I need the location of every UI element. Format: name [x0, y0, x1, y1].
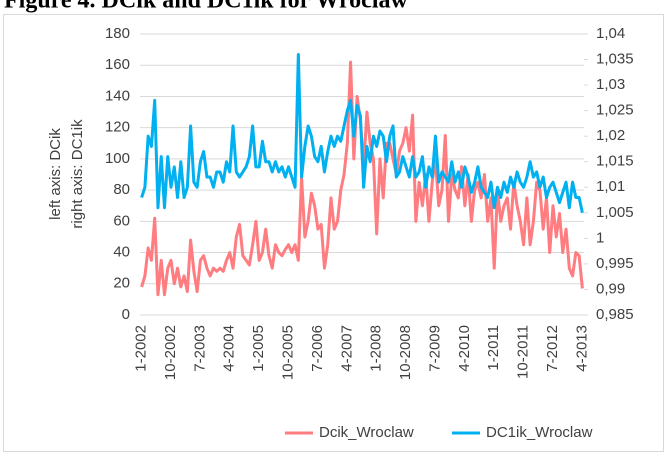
x-tick-label: 7-2012 — [544, 325, 561, 372]
legend-label: Dcik_Wroclaw — [319, 424, 414, 441]
legend-label: DC1ik_Wroclaw — [486, 424, 593, 441]
x-tick-label: 1-2002 — [133, 325, 150, 372]
y-tick-label: 0 — [122, 306, 130, 323]
y2-tick-label: 1,005 — [596, 204, 634, 221]
y2-tick-label: 1,025 — [596, 102, 634, 119]
x-tick-label: 10-2011 — [515, 325, 532, 379]
y-tick-label: 120 — [105, 119, 130, 136]
x-tick-label: 4-2013 — [573, 325, 590, 372]
x-tick-label: 1-2011 — [485, 325, 502, 371]
y2-tick-label: 1,01 — [596, 178, 625, 195]
x-tick-label: 4-2004 — [221, 325, 238, 372]
x-tick-label: 1-2008 — [368, 325, 385, 372]
y-label-line: left axis: DCik — [47, 128, 64, 220]
y2-tick-label: 1,02 — [596, 127, 625, 144]
chart-frame — [3, 14, 664, 452]
x-tick-label: 4-2010 — [456, 325, 473, 372]
y2-tick-label: 0,985 — [596, 306, 634, 323]
y2-tick-label: 1 — [596, 229, 604, 246]
y-tick-label: 180 — [105, 25, 130, 42]
x-tick-label: 7-2009 — [426, 325, 443, 372]
y2-tick-label: 1,04 — [596, 25, 625, 42]
x-tick-label: 7-2003 — [191, 325, 208, 372]
y-tick-label: 40 — [113, 244, 130, 261]
x-tick-label: 1-2005 — [250, 325, 267, 372]
y-tick-label: 60 — [113, 212, 130, 229]
y2-tick-label: 1,03 — [596, 76, 625, 93]
x-tick-label: 10-2005 — [280, 325, 297, 380]
x-tick-label: 10-2002 — [162, 325, 179, 380]
x-tick-label: 10-2008 — [397, 325, 414, 380]
y2-tick-label: 0,99 — [596, 280, 625, 297]
x-tick-label: 4-2007 — [338, 325, 355, 372]
y-label: left axis: DCik right axis: DC1ik — [47, 119, 86, 229]
y2-tick-label: 1,035 — [596, 51, 634, 68]
y-tick-label: 80 — [113, 181, 130, 198]
y2-tick-label: 1,015 — [596, 153, 634, 170]
series-line — [140, 52, 584, 214]
x-tick-label: 7-2006 — [309, 325, 326, 372]
y2-tick-label: 0,995 — [596, 255, 634, 272]
chart-title: Figure 4. DCik and DC1ik for Wroclaw — [4, 0, 408, 14]
y-label-line: right axis: DC1ik — [69, 119, 86, 229]
y-tick-label: 140 — [105, 87, 130, 104]
y-tick-label: 100 — [105, 150, 130, 167]
y-tick-label: 160 — [105, 56, 130, 73]
y-tick-label: 20 — [113, 275, 130, 292]
